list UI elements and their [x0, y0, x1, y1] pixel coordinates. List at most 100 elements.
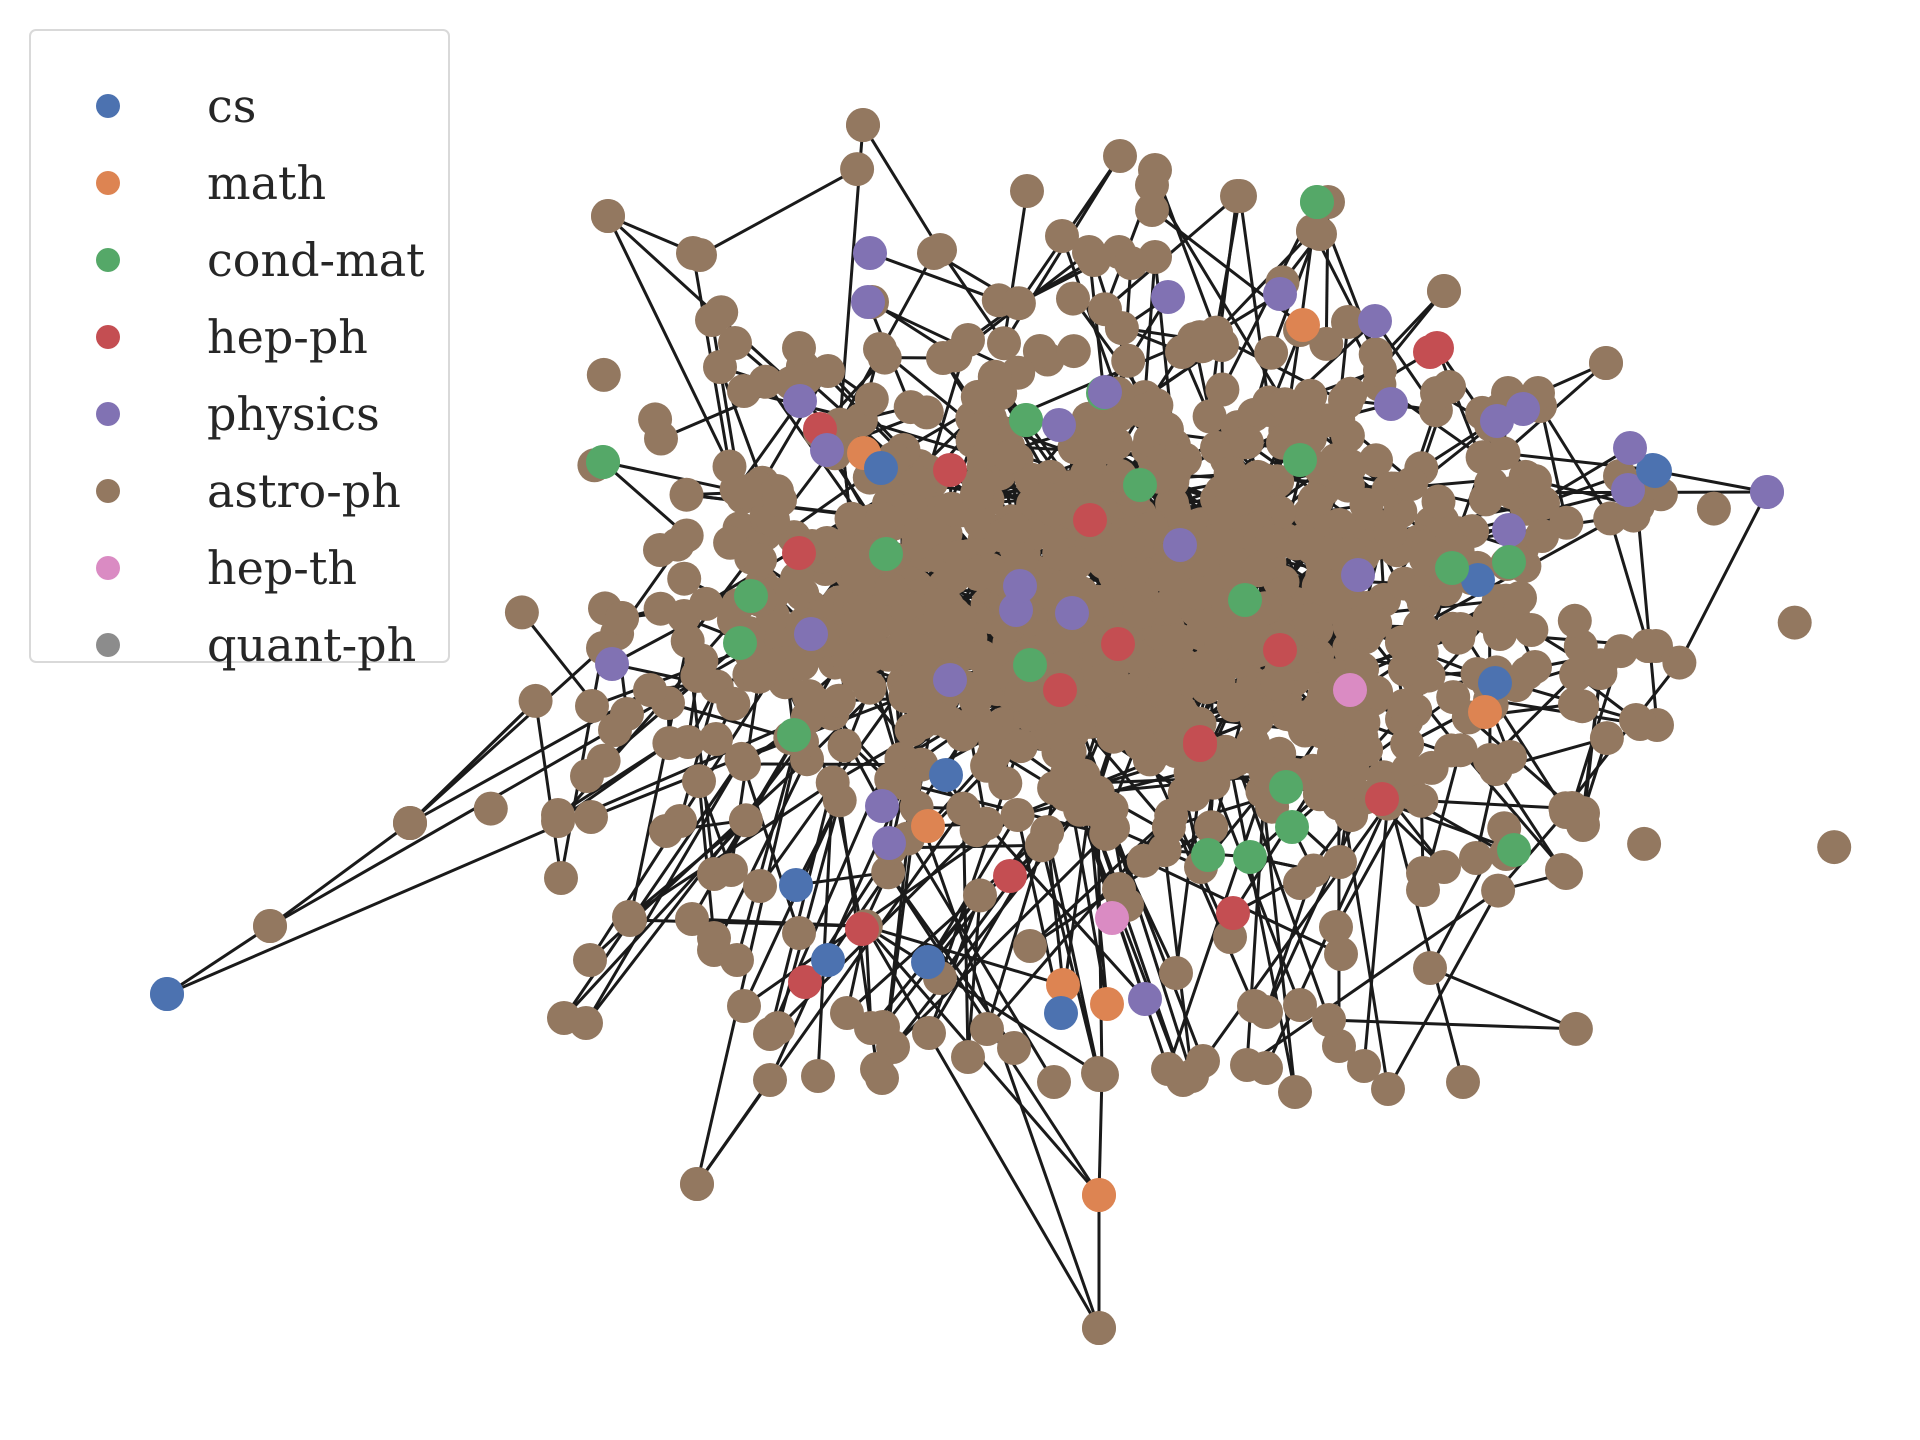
graph-node-astro-ph — [1135, 168, 1169, 202]
graph-node-astro-ph — [1111, 525, 1146, 560]
graph-node-astro-ph — [1218, 742, 1253, 777]
graph-node-astro-ph — [1085, 1058, 1119, 1092]
graph-node-astro-ph — [761, 1011, 795, 1045]
graph-node-astro-ph — [1087, 545, 1122, 580]
graph-node-astro-ph — [1373, 515, 1408, 550]
graph-node-astro-ph — [1229, 425, 1264, 460]
graph-node-astro-ph — [586, 357, 621, 392]
graph-node-astro-ph — [1483, 617, 1517, 651]
graph-node-astro-ph — [993, 439, 1028, 474]
graph-node-astro-ph — [473, 791, 508, 826]
graph-node-astro-ph — [1283, 988, 1317, 1022]
graph-edge — [408, 699, 537, 825]
graph-edge — [718, 366, 764, 484]
graph-node-astro-ph — [1254, 335, 1289, 370]
graph-node-cond-mat — [1013, 648, 1047, 682]
graph-node-astro-ph — [1045, 219, 1079, 253]
graph-edge — [409, 688, 651, 825]
graph-node-astro-ph — [923, 233, 957, 267]
graph-node-astro-ph — [253, 909, 287, 943]
graph-node-astro-ph — [1205, 328, 1239, 362]
legend-label: cs — [207, 79, 257, 133]
graph-node-astro-ph — [1283, 866, 1317, 900]
graph-edge — [1429, 966, 1577, 1031]
graph-node-astro-ph — [912, 1016, 946, 1050]
graph-node-astro-ph — [1403, 609, 1437, 644]
graph-node-astro-ph — [1239, 702, 1274, 737]
graph-node-astro-ph — [1056, 281, 1090, 316]
legend-label: astro-ph — [207, 464, 401, 518]
graph-node-astro-ph — [1062, 704, 1096, 739]
graph-edge — [985, 844, 1044, 1030]
graph-node-hep-ph — [1043, 673, 1077, 707]
graph-node-physics — [1263, 277, 1297, 311]
graph-nodes — [150, 108, 1852, 1345]
graph-node-astro-ph — [901, 633, 936, 668]
graph-node-astro-ph — [1151, 560, 1186, 595]
graph-edge — [712, 758, 809, 951]
graph-node-physics — [1128, 982, 1162, 1016]
graph-node-astro-ph — [633, 673, 667, 707]
graph-node-astro-ph — [1037, 771, 1072, 805]
graph-node-physics — [1492, 513, 1526, 547]
graph-edge — [1635, 502, 1659, 726]
graph-node-astro-ph — [689, 586, 724, 621]
graph-node-astro-ph — [1296, 214, 1330, 248]
graph-node-astro-ph — [1215, 481, 1250, 516]
graph-node-astro-ph — [1525, 519, 1559, 553]
graph-node-astro-ph — [727, 747, 761, 781]
graph-node-astro-ph — [1205, 372, 1240, 407]
graph-edge — [1201, 802, 1389, 1062]
graph-node-astro-ph — [1103, 139, 1137, 173]
graph-node-cond-mat — [1228, 583, 1262, 617]
graph-edge — [584, 741, 804, 1024]
graph-edge — [606, 215, 731, 468]
graph-node-astro-ph — [1079, 411, 1114, 446]
graph-node-astro-ph — [669, 477, 704, 512]
legend-marker — [96, 171, 120, 195]
graph-node-astro-ph — [906, 517, 941, 552]
graph-node-astro-ph — [743, 869, 777, 903]
graph-edge — [1382, 776, 1465, 1083]
graph-node-astro-ph — [1157, 456, 1191, 491]
graph-node-astro-ph — [669, 518, 704, 553]
graph-node-astro-ph — [1165, 335, 1199, 369]
graph-node-math — [1082, 1178, 1116, 1212]
graph-node-astro-ph — [1004, 542, 1039, 577]
graph-edge — [667, 701, 791, 740]
graph-node-astro-ph — [1088, 292, 1122, 327]
graph-node-cond-mat — [777, 718, 811, 752]
graph-node-astro-ph — [393, 806, 427, 840]
graph-node-astro-ph — [612, 900, 646, 934]
legend-label: cond-mat — [207, 233, 425, 287]
graph-node-physics — [1358, 304, 1392, 338]
graph-node-astro-ph — [727, 374, 761, 408]
graph-edge — [695, 1079, 772, 1185]
graph-node-astro-ph — [951, 1040, 985, 1074]
graph-edge — [1260, 790, 1297, 1093]
graph-node-astro-ph — [695, 303, 729, 337]
graph-node-astro-ph — [675, 902, 709, 936]
legend-label: physics — [207, 387, 380, 441]
graph-node-astro-ph — [1406, 873, 1440, 907]
legend-marker — [96, 248, 120, 272]
graph-node-astro-ph — [801, 1059, 835, 1093]
graph-node-astro-ph — [960, 379, 995, 414]
graph-node-astro-ph — [815, 765, 850, 800]
graph-node-hep-ph — [1420, 331, 1454, 365]
graph-node-astro-ph — [667, 561, 702, 596]
graph-node-astro-ph — [964, 639, 999, 674]
graph-node-astro-ph — [1013, 929, 1047, 963]
graph-edge — [740, 758, 801, 934]
graph-node-cond-mat — [1283, 443, 1317, 477]
graph-node-hep-ph — [1073, 503, 1107, 537]
graph-node-astro-ph — [1344, 719, 1379, 754]
graph-node-astro-ph — [1481, 873, 1516, 908]
graph-node-astro-ph — [1022, 334, 1057, 368]
graph-node-hep-ph — [845, 912, 879, 946]
graph-node-cond-mat — [1269, 770, 1303, 804]
graph-node-astro-ph — [544, 861, 578, 895]
graph-node-astro-ph — [1082, 1311, 1116, 1345]
graph-node-astro-ph — [1371, 1072, 1405, 1106]
legend-label: hep-ph — [207, 310, 368, 364]
